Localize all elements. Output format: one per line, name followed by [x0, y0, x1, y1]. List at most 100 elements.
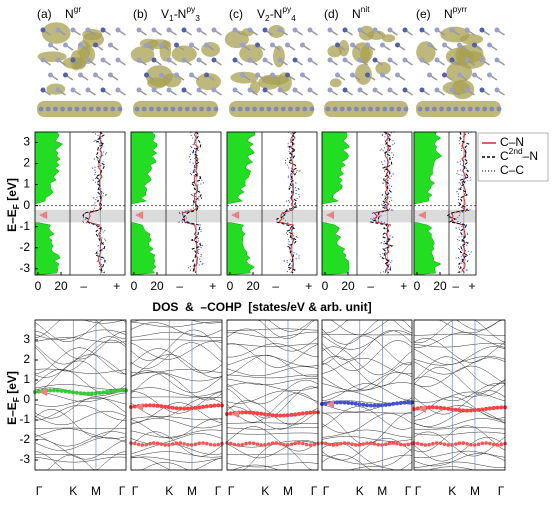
- band: [35, 340, 126, 371]
- band-dot: [182, 442, 186, 446]
- band-dot: [365, 441, 369, 445]
- k-label: M: [187, 484, 197, 498]
- atom: [101, 58, 106, 63]
- atom: [267, 107, 272, 112]
- atom: [442, 43, 447, 48]
- band: [35, 457, 126, 462]
- band-dot: [305, 443, 309, 447]
- band-dot: [193, 406, 197, 410]
- dos-fill: [322, 132, 350, 275]
- band: [227, 407, 318, 429]
- atom: [389, 107, 394, 112]
- atom: [163, 107, 168, 112]
- band-dot: [282, 443, 286, 447]
- band-dot: [256, 442, 260, 446]
- atom: [285, 43, 290, 48]
- band-dot: [308, 411, 312, 415]
- atom: [472, 73, 477, 78]
- atom: [435, 28, 440, 33]
- atom: [63, 73, 68, 78]
- atom: [435, 88, 440, 93]
- atom: [454, 107, 459, 112]
- atom: [204, 43, 209, 48]
- band-dot: [274, 441, 278, 445]
- text-segment: 4: [291, 13, 296, 23]
- atom: [182, 28, 187, 33]
- text-segment: C–C: [500, 163, 524, 177]
- band-dot: [248, 411, 252, 415]
- band-dot: [328, 443, 332, 447]
- band-dot: [301, 442, 305, 446]
- band-dot: [48, 388, 52, 392]
- atom: [233, 58, 238, 63]
- band: [322, 363, 412, 390]
- band-dot: [361, 442, 365, 446]
- atom: [480, 88, 485, 93]
- band-dot: [391, 402, 395, 406]
- atom: [144, 73, 149, 78]
- band-dot: [399, 401, 403, 405]
- density-blob: [452, 80, 475, 100]
- text-segment: nit: [361, 4, 371, 14]
- band-dot: [431, 442, 435, 446]
- atom: [159, 73, 164, 78]
- atom: [308, 28, 313, 33]
- atom: [288, 107, 293, 112]
- band-dot: [312, 410, 316, 414]
- atom: [361, 107, 366, 112]
- band-dot: [171, 442, 175, 446]
- panel-label: (c): [229, 7, 243, 21]
- y-tick-label: -1: [19, 219, 30, 233]
- band-dot: [156, 404, 160, 408]
- atom: [495, 88, 500, 93]
- text-segment: -N: [174, 7, 187, 21]
- atom: [350, 43, 355, 48]
- band: [131, 457, 222, 462]
- band-dot: [499, 443, 503, 447]
- band-dot: [190, 443, 194, 447]
- text-segment: 2nd: [509, 146, 523, 156]
- k-label: Γ: [498, 484, 505, 498]
- band-frame: [322, 320, 412, 470]
- band-dot: [237, 443, 241, 447]
- atom: [365, 73, 370, 78]
- band-dot: [454, 408, 458, 412]
- band-dot: [244, 442, 248, 446]
- band: [131, 457, 222, 470]
- band-dot: [346, 441, 350, 445]
- atom: [395, 43, 400, 48]
- band-dot: [496, 443, 500, 447]
- band: [131, 416, 222, 419]
- atom: [263, 58, 268, 63]
- atom: [461, 107, 466, 112]
- band-dot: [477, 442, 481, 446]
- atom: [152, 58, 157, 63]
- atom: [206, 107, 211, 112]
- band: [35, 428, 126, 429]
- atom: [365, 43, 370, 48]
- atom: [358, 28, 363, 33]
- band-lines: [129, 320, 224, 470]
- band: [131, 322, 222, 327]
- atom: [403, 58, 408, 63]
- band-dot: [305, 411, 309, 415]
- atom: [487, 43, 492, 48]
- atom: [472, 43, 477, 48]
- band-dot: [484, 441, 488, 445]
- atom: [397, 107, 402, 112]
- atom: [373, 58, 378, 63]
- atom: [63, 43, 68, 48]
- band-dot: [335, 443, 339, 447]
- band-dot: [240, 410, 244, 414]
- dos-fill: [227, 132, 255, 275]
- atom: [354, 107, 359, 112]
- k-label: Γ: [119, 484, 126, 498]
- atom: [358, 58, 363, 63]
- band-dot: [469, 443, 473, 447]
- atom: [465, 28, 470, 33]
- band-dot: [406, 400, 410, 404]
- density-blob: [460, 34, 484, 44]
- band-dot: [431, 405, 435, 409]
- atom: [159, 43, 164, 48]
- band: [227, 344, 318, 347]
